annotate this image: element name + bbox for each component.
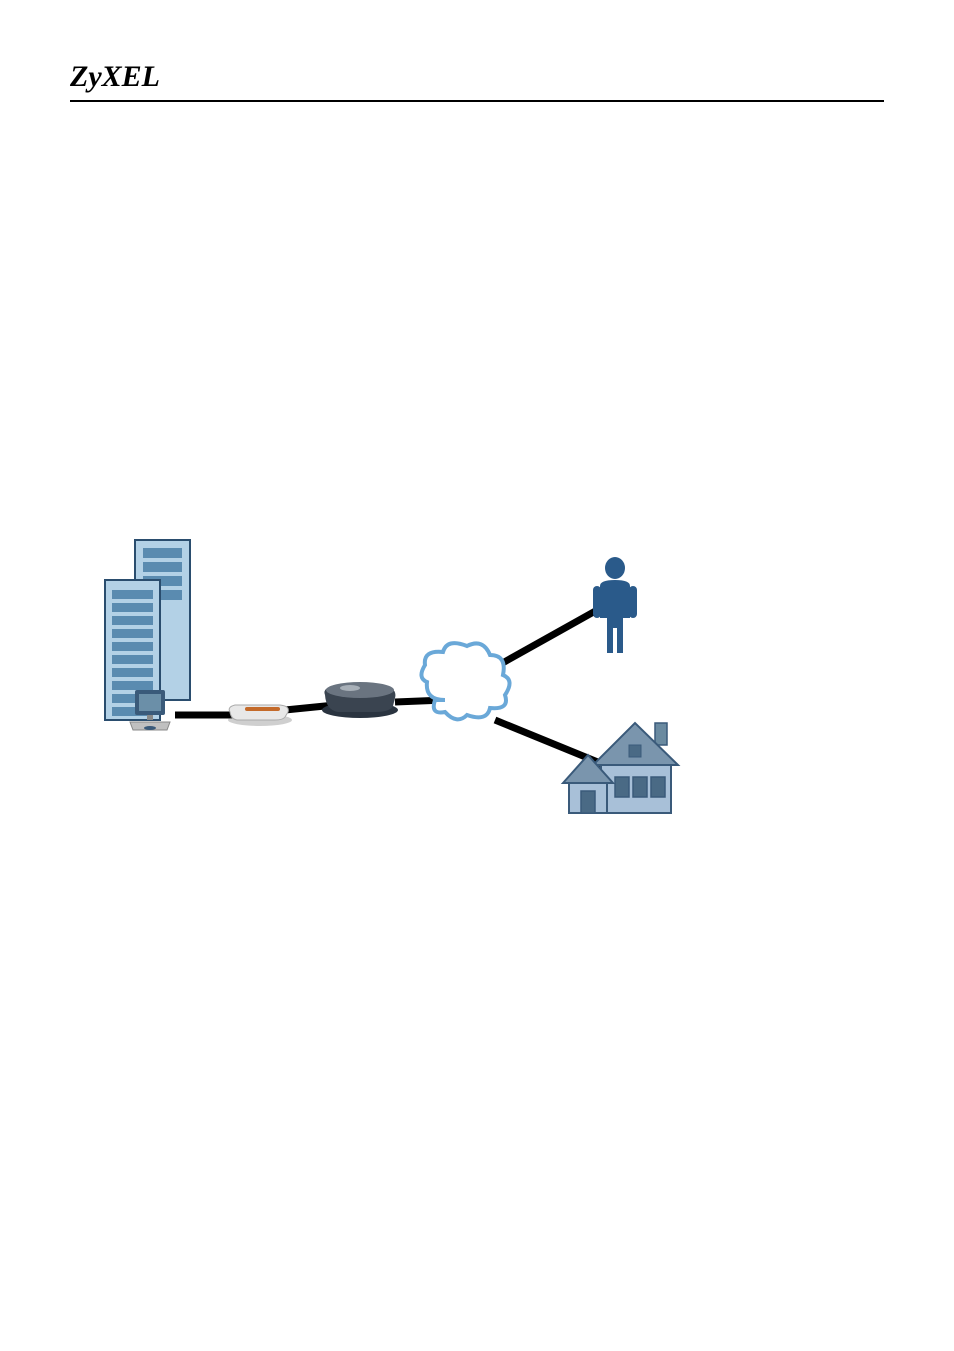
header-divider	[70, 100, 884, 102]
computer-icon	[130, 690, 170, 730]
cloud-icon	[421, 643, 509, 719]
person-icon	[593, 557, 637, 653]
flat-device-icon	[228, 705, 292, 726]
edges	[175, 600, 615, 765]
page-header: ZyXEL	[70, 60, 884, 102]
house-icon	[563, 723, 678, 813]
diagram-svg	[85, 520, 699, 840]
router-icon	[322, 682, 398, 718]
network-diagram	[85, 520, 699, 840]
brand-logo: ZyXEL	[70, 60, 884, 94]
